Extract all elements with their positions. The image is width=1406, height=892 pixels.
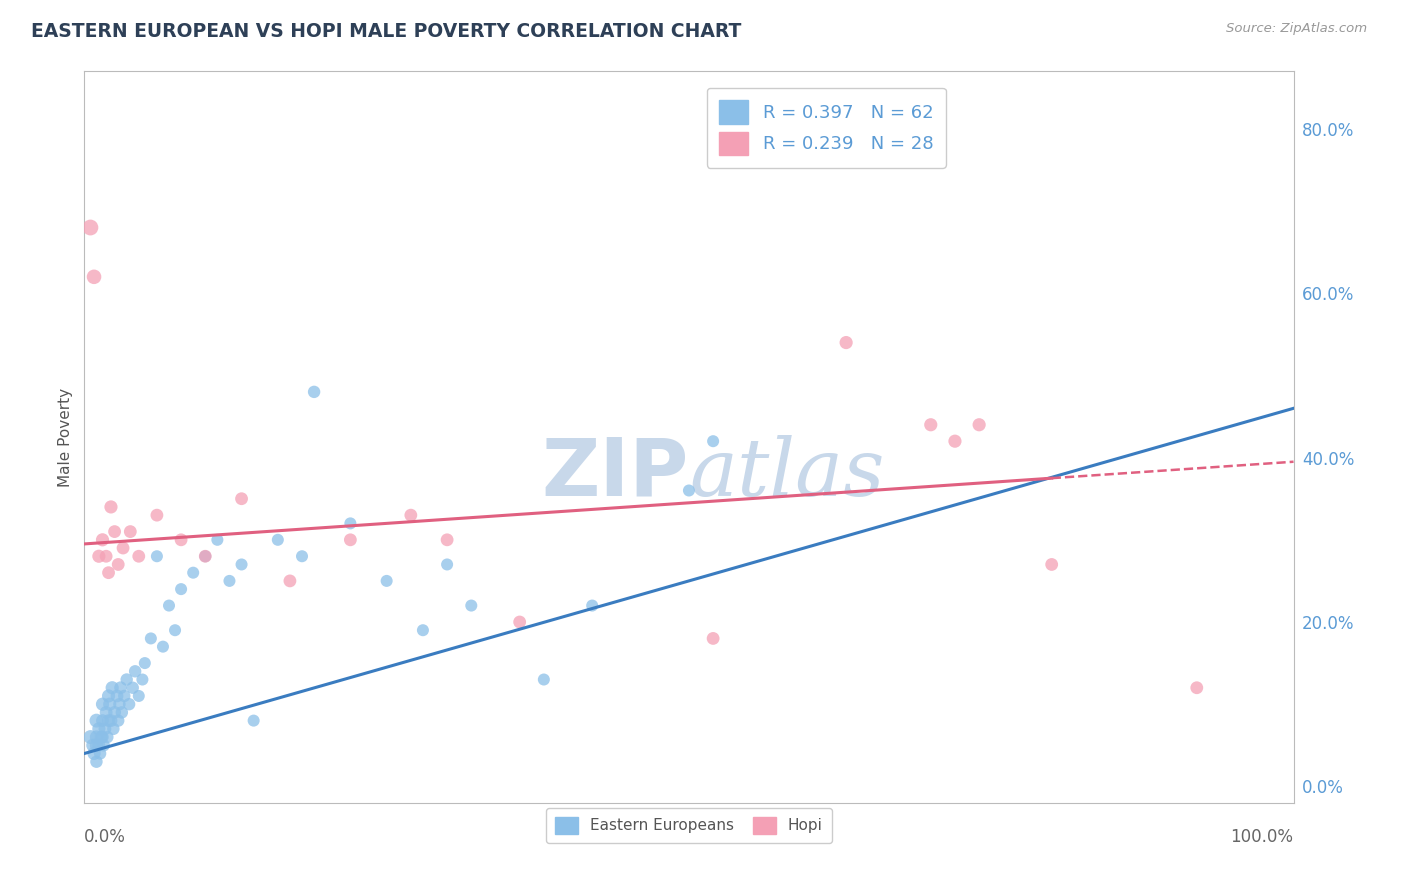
Point [111, 706, 134, 720]
Point [278, 574, 301, 588]
Point [110, 681, 132, 695]
Point [94, 722, 117, 736]
Point [112, 689, 135, 703]
Point [87, 549, 110, 564]
Point [104, 706, 127, 720]
Point [170, 533, 193, 547]
Point [83, 747, 105, 761]
Point [146, 549, 169, 564]
Point [678, 483, 700, 498]
Point [91, 714, 114, 728]
Point [91, 533, 114, 547]
Point [87, 722, 110, 736]
Point [399, 508, 422, 523]
Point [94, 706, 117, 720]
Point [375, 574, 398, 588]
Point [1185, 681, 1208, 695]
Point [90, 730, 112, 744]
Point [302, 384, 325, 399]
Point [98, 697, 121, 711]
Point [131, 673, 153, 687]
Point [165, 624, 187, 638]
Point [920, 417, 942, 432]
Point [100, 500, 122, 514]
Point [105, 689, 128, 703]
Point [107, 714, 129, 728]
Point [101, 681, 124, 695]
Point [134, 656, 156, 670]
Point [100, 714, 122, 728]
Point [170, 582, 193, 596]
Point [139, 632, 162, 646]
Point [509, 615, 531, 629]
Point [181, 566, 204, 580]
Point [104, 524, 127, 539]
Point [242, 714, 264, 728]
Point [152, 640, 174, 654]
Point [115, 673, 138, 687]
Point [231, 558, 253, 572]
Point [146, 508, 169, 523]
Point [86, 755, 108, 769]
Point [120, 524, 142, 539]
Text: 0.0%: 0.0% [84, 829, 127, 847]
Legend: Eastern Europeans, Hopi: Eastern Europeans, Hopi [546, 808, 832, 843]
Point [86, 730, 108, 744]
Text: ZIP: ZIP [541, 434, 689, 513]
Point [231, 491, 253, 506]
Point [702, 632, 724, 646]
Point [436, 533, 458, 547]
Text: Source: ZipAtlas.com: Source: ZipAtlas.com [1226, 22, 1367, 36]
Point [533, 673, 555, 687]
Point [118, 697, 141, 711]
Point [79, 220, 101, 235]
Text: 100.0%: 100.0% [1230, 829, 1294, 847]
Point [112, 541, 135, 555]
Point [94, 549, 117, 564]
Point [97, 689, 120, 703]
Point [943, 434, 966, 449]
Point [702, 434, 724, 449]
Point [86, 739, 108, 753]
Point [82, 739, 104, 753]
Point [194, 549, 217, 564]
Point [581, 599, 603, 613]
Point [128, 689, 150, 703]
Point [835, 335, 858, 350]
Text: atlas: atlas [689, 435, 884, 512]
Point [83, 269, 105, 284]
Point [79, 730, 101, 744]
Point [87, 739, 110, 753]
Point [107, 558, 129, 572]
Point [91, 697, 114, 711]
Text: EASTERN EUROPEAN VS HOPI MALE POVERTY CORRELATION CHART: EASTERN EUROPEAN VS HOPI MALE POVERTY CO… [31, 22, 741, 41]
Point [93, 739, 115, 753]
Point [267, 533, 290, 547]
Point [108, 697, 131, 711]
Point [339, 516, 361, 531]
Point [1040, 558, 1063, 572]
Point [103, 722, 125, 736]
Point [86, 714, 108, 728]
Point [207, 533, 229, 547]
Point [124, 665, 146, 679]
Point [97, 714, 120, 728]
Point [218, 574, 240, 588]
Point [128, 549, 150, 564]
Point [121, 681, 143, 695]
Y-axis label: Male Poverty: Male Poverty [58, 387, 73, 487]
Point [436, 558, 458, 572]
Point [157, 599, 180, 613]
Point [194, 549, 217, 564]
Point [89, 747, 111, 761]
Point [97, 566, 120, 580]
Point [967, 417, 990, 432]
Point [339, 533, 361, 547]
Point [291, 549, 314, 564]
Point [460, 599, 482, 613]
Point [412, 624, 434, 638]
Point [96, 730, 118, 744]
Point [91, 730, 114, 744]
